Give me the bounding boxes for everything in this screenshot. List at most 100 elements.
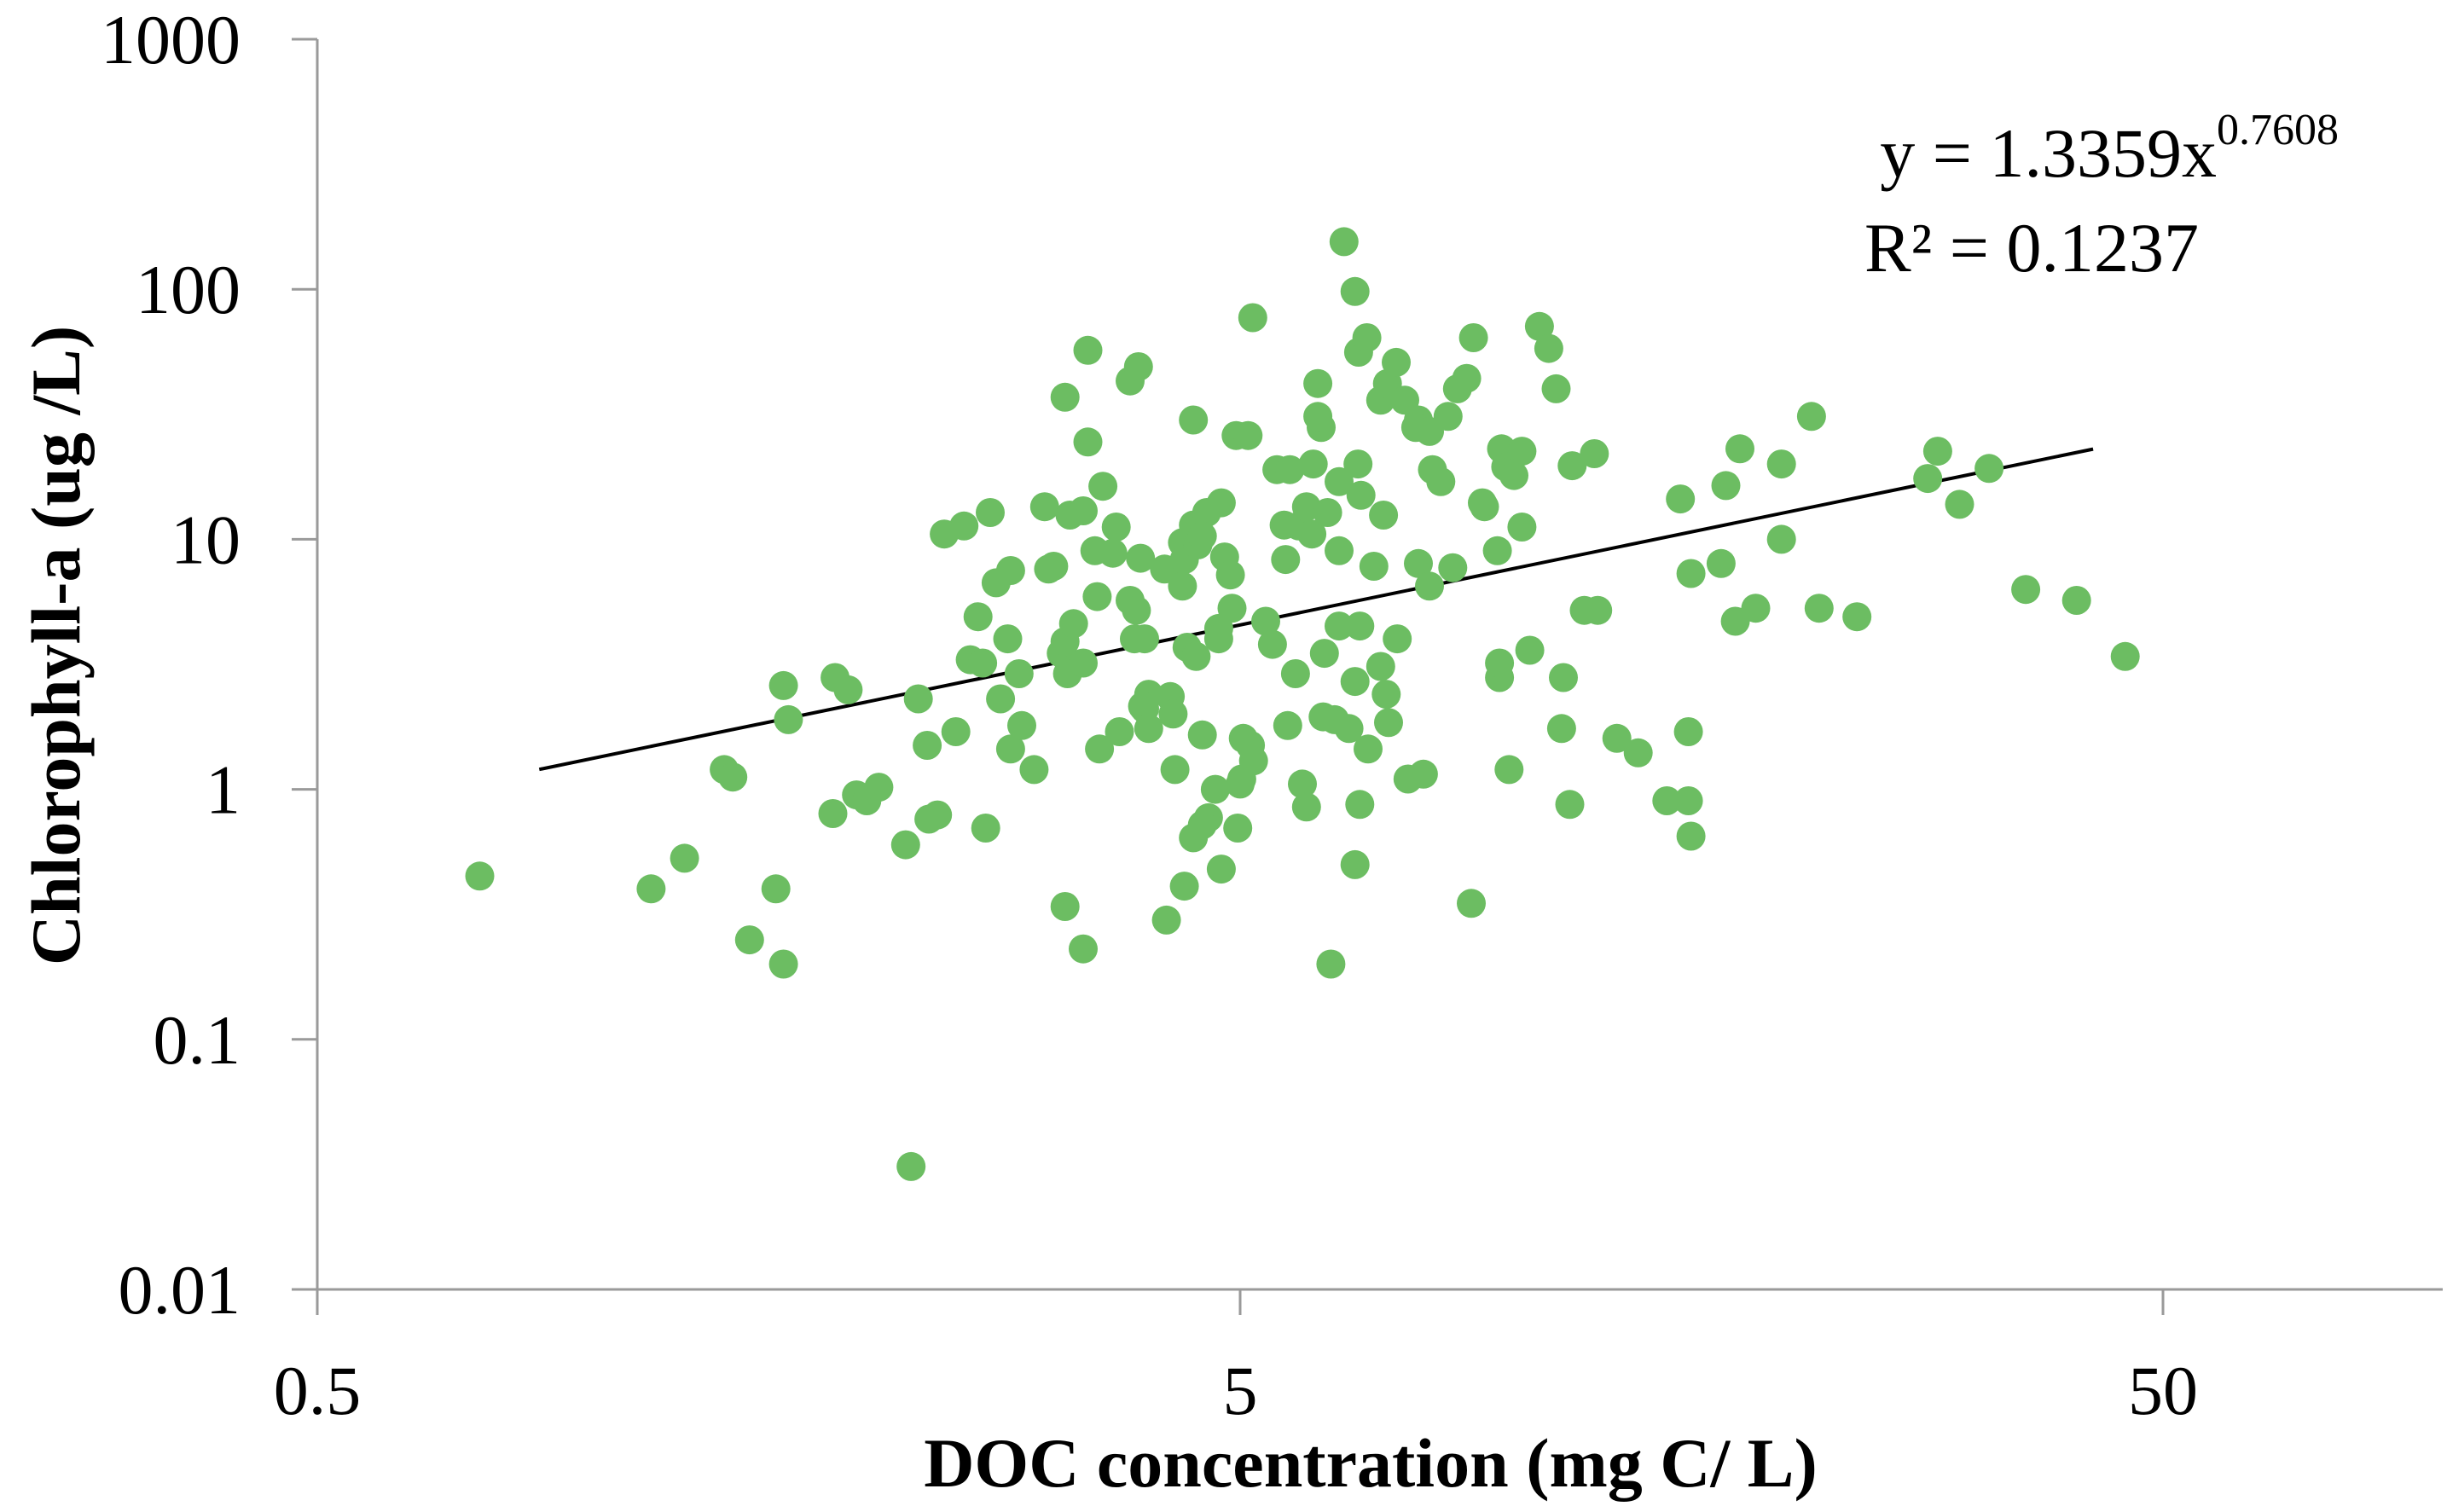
data-point [1507,437,1537,466]
data-point [1098,538,1128,568]
data-point [734,925,764,955]
tick-labels-layer: 0.01 0.1 1 10 100 1000 0.5 5 50 [101,1,2198,1429]
data-point [1343,449,1373,479]
data-point [1007,710,1036,740]
data-point [1666,484,1696,514]
x-tick-label: 50 [2128,1352,2198,1429]
data-point [1181,641,1211,671]
data-point [1741,594,1771,623]
data-point [1130,624,1159,654]
data-point [1085,734,1115,764]
data-point [1288,769,1317,799]
data-point [1673,717,1703,746]
data-point [2011,575,2041,605]
data-point [1340,276,1370,306]
data-point [968,648,998,678]
data-point [971,814,1000,843]
data-point [1804,594,1834,623]
y-tick-label: 10 [171,501,241,578]
data-point [1345,611,1375,641]
data-point [1494,755,1524,785]
data-point [1082,582,1112,611]
data-point [1203,624,1233,654]
data-point [1298,449,1328,479]
data-point [896,1151,926,1181]
data-point [1069,648,1098,678]
data-point [1557,451,1587,481]
data-point [1257,629,1287,659]
data-point [995,556,1025,585]
y-tick-label: 0.01 [119,1251,241,1329]
data-point [1345,790,1375,820]
data-point [993,624,1023,654]
data-point [1382,347,1411,377]
data-point [1073,335,1103,365]
data-point [1346,480,1376,510]
data-point [1223,814,1253,843]
data-point [1187,521,1217,551]
data-point [1169,872,1199,901]
data-point [1623,738,1653,768]
data-point [1238,303,1267,333]
data-point [1524,311,1554,341]
data-point [1316,949,1346,979]
data-point [1408,759,1438,789]
data-point [465,861,495,891]
data-point [890,830,920,860]
data-point [636,874,666,904]
data-point [1482,536,1512,565]
data-point [818,799,848,828]
y-tick-label: 1 [206,751,241,829]
data-point [1766,449,1796,479]
data-point [1602,723,1632,753]
data-point [903,684,933,714]
data-point [1974,454,2004,484]
data-point [1073,427,1103,457]
data-point [1291,792,1321,822]
data-point [963,602,993,632]
data-point [1359,552,1389,581]
data-point [1334,714,1364,744]
data-point [1168,571,1197,601]
data-point [1123,352,1153,381]
data-point [1069,496,1098,525]
data-point [1549,663,1578,692]
data-point [1534,333,1563,363]
data-point [1297,519,1327,549]
trendline-equation-exponent: 0.7608 [2217,106,2339,154]
data-point [1101,513,1131,542]
data-point [1309,639,1339,669]
data-point [768,949,798,979]
data-point [1796,402,1826,432]
data-point [1105,717,1134,746]
data-point [1187,720,1217,750]
data-point [1233,420,1263,450]
data-point [1217,594,1247,623]
data-point [1580,439,1609,468]
data-point [2061,586,2091,615]
data-point [1325,611,1354,641]
data-point [1673,786,1703,815]
data-point [1134,714,1163,744]
data-point [1069,934,1098,964]
data-point [1280,659,1310,688]
data-point [718,762,748,792]
data-point [1913,464,1943,494]
data-point [1452,363,1482,393]
data-point [1158,699,1188,729]
data-point [1151,905,1181,935]
data-point [1325,466,1354,496]
y-tick-label: 0.1 [154,1001,241,1079]
data-point [670,843,699,873]
data-point [1945,490,1974,519]
data-point [1922,437,1952,466]
data-point [1507,513,1537,542]
data-point [833,675,863,704]
trendline-equation-base: y = 1.3359x [1880,114,2217,192]
x-tick-label: 0.5 [274,1352,362,1429]
data-point [1329,227,1359,257]
data-point [1676,821,1706,851]
data-point [864,773,894,802]
data-point [1842,602,1872,632]
